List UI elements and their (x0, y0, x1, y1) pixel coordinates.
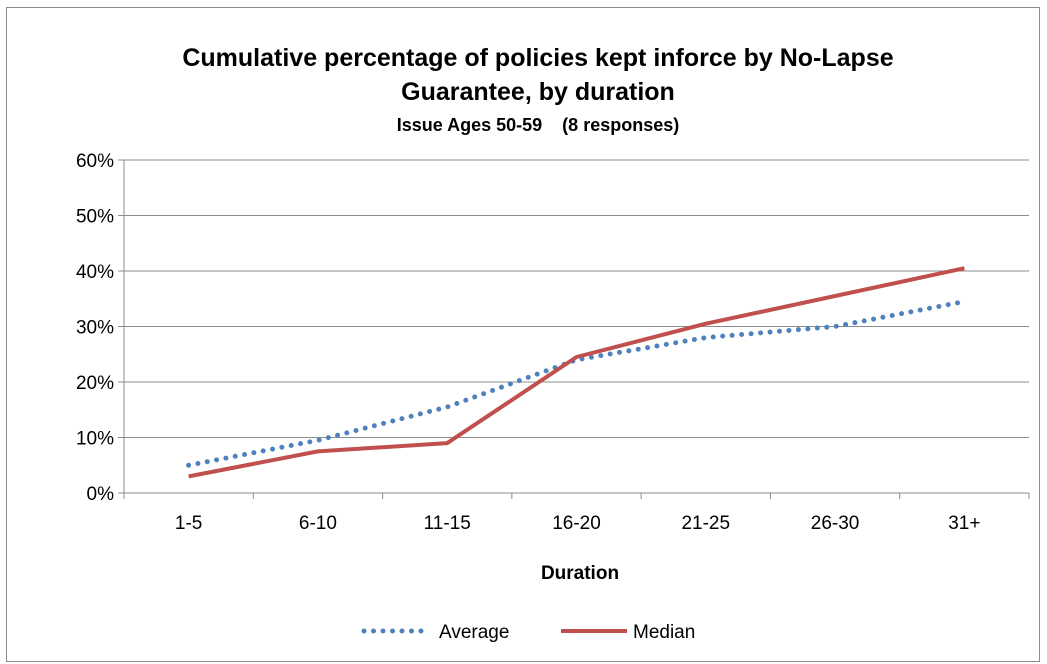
x-tick-label: 6-10 (299, 513, 337, 534)
y-tick-label: 20% (76, 373, 114, 394)
x-tick-label: 1-5 (175, 513, 202, 534)
series-lines (186, 266, 967, 479)
chart-subtitle: Issue Ages 50-59 (8 responses) (397, 115, 679, 135)
legend-label-average: Average (439, 622, 509, 643)
chart-title-line-2: Guarantee, by duration (401, 78, 675, 106)
y-tick-label: 0% (87, 484, 115, 505)
y-axis-ticks: 0% 10% 20% 30% 40% 50% 60% (76, 151, 124, 505)
x-axis-ticks: 1-5 6-10 11-15 16-20 21-25 26-30 31+ (123, 493, 1030, 534)
x-tick-label: 31+ (948, 513, 980, 534)
legend-label-median: Median (633, 622, 695, 643)
x-tick-label: 21-25 (681, 513, 730, 534)
x-axis-label: Duration (541, 563, 619, 584)
series-line-median (188, 266, 965, 479)
chart-title-line-1: Cumulative percentage of policies kept i… (182, 44, 893, 72)
x-tick-label: 26-30 (811, 513, 860, 534)
legend: Average Median (361, 622, 695, 643)
y-tick-label: 60% (76, 151, 114, 172)
y-tick-label: 10% (76, 429, 114, 450)
x-tick-label: 16-20 (552, 513, 601, 534)
y-tick-label: 30% (76, 318, 114, 339)
chart-frame (6, 7, 1040, 662)
gridlines (124, 159, 1029, 438)
x-tick-label: 11-15 (424, 513, 471, 534)
y-tick-label: 50% (76, 207, 114, 228)
y-tick-label: 40% (76, 262, 114, 283)
